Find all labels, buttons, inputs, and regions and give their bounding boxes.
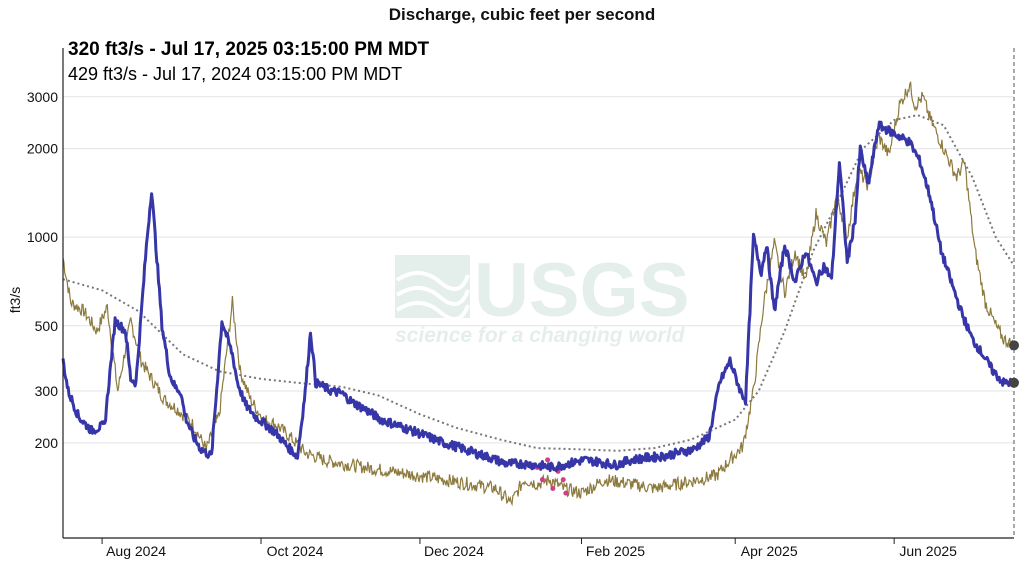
x-tick-label: Feb 2025 [586,543,645,559]
x-tick-label: Aug 2024 [106,543,166,559]
estimated-point [550,485,556,491]
estimated-point [545,457,551,463]
usgs-watermark: USGS science for a changing world [395,248,689,347]
y-tick-label: 1000 [27,229,58,245]
prior-year-series-line [62,81,1015,507]
current-value-marker [1009,377,1019,388]
y-tick-label: 2000 [27,141,58,157]
x-tick-label: Apr 2025 [741,543,798,559]
y-tick-label: 300 [35,383,59,399]
current-year-series-line [61,120,1016,473]
y-tick-label: 500 [35,318,59,334]
chart-title: Discharge, cubic feet per second [389,5,655,24]
legend-prior-year: 429 ft3/s - Jul 17, 2024 03:15:00 PM MDT [68,64,402,84]
estimated-point [539,477,545,483]
x-tick-label: Dec 2024 [424,543,484,559]
usgs-wave-icon [395,255,470,321]
usgs-watermark-tagline: science for a changing world [395,324,686,347]
y-tick-label: 200 [35,435,59,451]
y-tick-label: 3000 [27,89,58,105]
estimated-point [563,490,569,496]
legend-current-year: 320 ft3/s - Jul 17, 2025 03:15:00 PM MDT [68,39,430,60]
y-axis-label: ft3/s [7,287,23,313]
prior-value-marker [1009,340,1019,351]
x-tick-label: Jun 2025 [899,543,957,559]
usgs-watermark-title: USGS [474,248,689,333]
estimated-point [560,477,566,483]
x-tick-label: Oct 2024 [267,543,324,559]
